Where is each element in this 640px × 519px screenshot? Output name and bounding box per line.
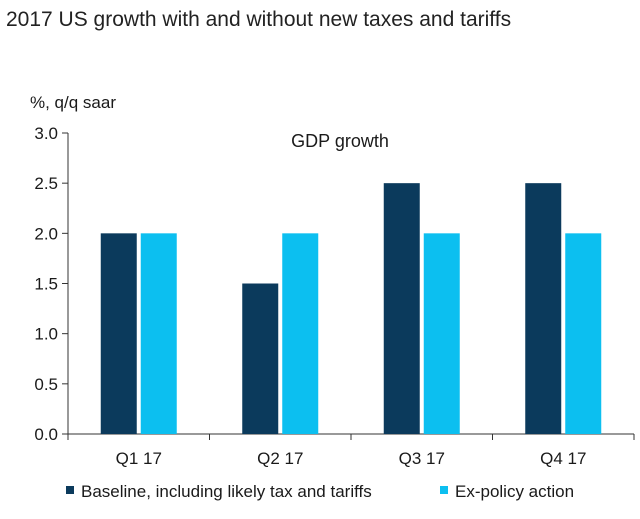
legend-swatch [66, 486, 74, 494]
bar-baseline [383, 183, 420, 434]
x-tick-label: Q3 17 [399, 449, 445, 468]
bar-ex-policy [282, 233, 319, 434]
y-tick-label: 3.0 [34, 124, 58, 143]
bar-baseline [242, 283, 279, 434]
legend-label: Baseline, including likely tax and tarif… [81, 482, 372, 501]
chart-bars [100, 183, 602, 434]
x-tick-label: Q2 17 [257, 449, 303, 468]
chart-labels: %, q/q saar GDP growth 0.0 0.5 1.0 1.5 2.0 2.5 3… [30, 93, 586, 468]
bar-ex-policy [140, 233, 177, 434]
bar-ex-policy [423, 233, 460, 434]
y-tick-label: 1.0 [34, 325, 58, 344]
bar-baseline [525, 183, 562, 434]
bar-baseline [100, 233, 137, 434]
x-tick-label: Q4 17 [540, 449, 586, 468]
y-tick-label: 2.0 [34, 224, 58, 243]
legend-label: Ex-policy action [455, 482, 574, 501]
page-title: 2017 US growth with and without new taxe… [6, 8, 512, 31]
y-tick-label: 2.5 [34, 174, 58, 193]
bar-ex-policy [565, 233, 602, 434]
chart-title: GDP growth [291, 131, 389, 151]
y-tick-label: 1.5 [34, 275, 58, 294]
y-tick-label: 0.5 [34, 375, 58, 394]
chart-legend: Baseline, including likely tax and tarif… [66, 482, 574, 501]
y-axis-label: %, q/q saar [30, 93, 116, 112]
x-tick-label: Q1 17 [116, 449, 162, 468]
legend-swatch [440, 486, 448, 494]
y-tick-label: 0.0 [34, 425, 58, 444]
